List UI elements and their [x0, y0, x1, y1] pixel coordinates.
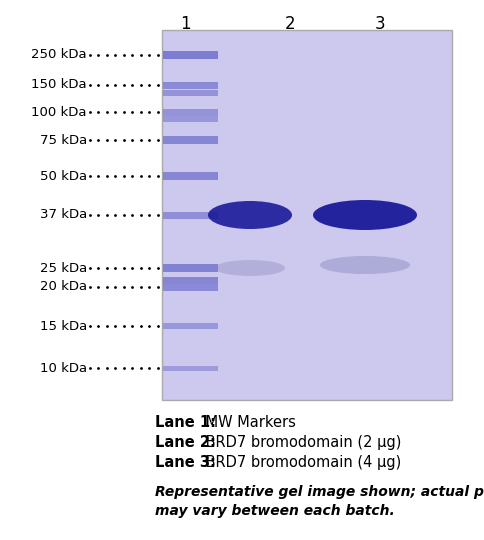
Bar [163, 90, 217, 96]
Text: BRD7 bromodomain (4 μg): BRD7 bromodomain (4 μg) [200, 455, 400, 470]
Text: 150 kDa: 150 kDa [31, 78, 87, 91]
Text: 25 kDa: 25 kDa [40, 261, 87, 274]
Text: 2: 2 [284, 15, 295, 33]
Ellipse shape [208, 201, 291, 229]
Text: 37 kDa: 37 kDa [40, 208, 87, 221]
Bar [163, 116, 217, 122]
Bar [163, 51, 217, 59]
Text: 15 kDa: 15 kDa [40, 320, 87, 333]
Ellipse shape [312, 200, 416, 230]
Text: Lane 1:: Lane 1: [155, 415, 215, 430]
Bar [163, 136, 217, 144]
Ellipse shape [214, 260, 285, 276]
Bar [163, 323, 217, 329]
Text: 75 kDa: 75 kDa [40, 133, 87, 146]
Bar [163, 109, 217, 116]
Text: Lane 3:: Lane 3: [155, 455, 215, 470]
Bar [163, 276, 217, 284]
Text: Lane 2:: Lane 2: [155, 435, 215, 450]
Text: Representative gel image shown; actual purity
may vary between each batch.: Representative gel image shown; actual p… [155, 485, 484, 518]
Text: MW Markers: MW Markers [200, 415, 295, 430]
Bar [162, 30, 451, 400]
Text: 3: 3 [374, 15, 384, 33]
Text: BRD7 bromodomain (2 μg): BRD7 bromodomain (2 μg) [200, 435, 401, 450]
Bar [163, 284, 217, 291]
Bar [163, 212, 217, 219]
Text: 100 kDa: 100 kDa [31, 105, 87, 118]
Ellipse shape [319, 256, 409, 274]
Bar [163, 82, 217, 89]
Text: 20 kDa: 20 kDa [40, 280, 87, 294]
Bar [163, 172, 217, 180]
Bar [163, 264, 217, 272]
Text: 50 kDa: 50 kDa [40, 170, 87, 183]
Text: 1: 1 [179, 15, 190, 33]
Text: 10 kDa: 10 kDa [40, 361, 87, 375]
Text: 250 kDa: 250 kDa [31, 49, 87, 62]
Bar [163, 366, 217, 370]
